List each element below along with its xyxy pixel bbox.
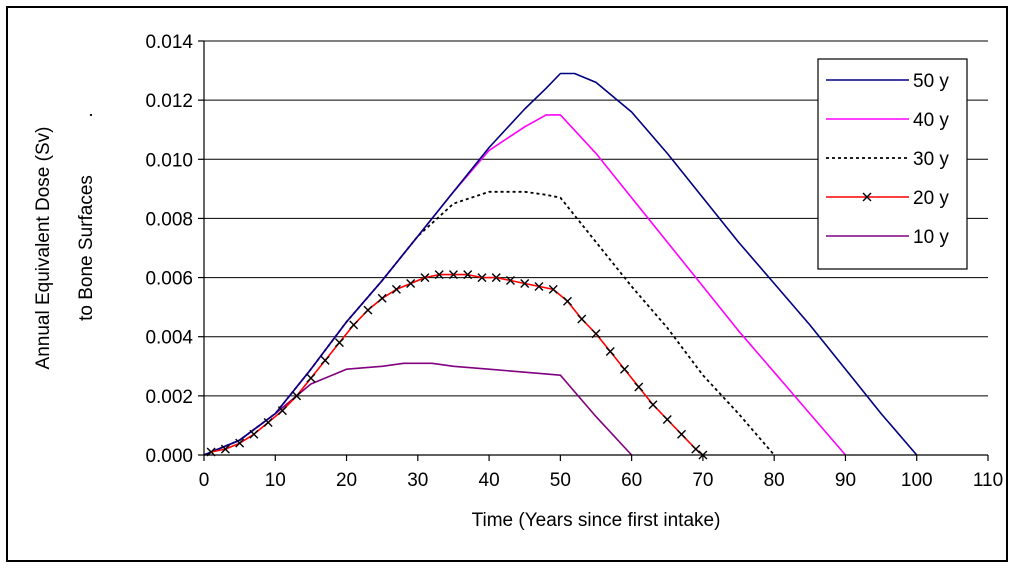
marker-x — [677, 429, 687, 439]
x-tick-label: 80 — [764, 470, 785, 491]
marker-x — [691, 444, 701, 454]
marker-x — [648, 400, 658, 410]
marker-x — [477, 273, 487, 283]
legend-label: 10 y — [913, 227, 949, 248]
x-tick-label: 100 — [901, 470, 933, 491]
marker-x — [448, 270, 458, 280]
marker-x — [263, 417, 273, 427]
x-tick-label: 0 — [199, 470, 210, 491]
legend-label: 30 y — [913, 149, 949, 170]
legend-label: 50 y — [913, 71, 949, 92]
x-tick-label: 90 — [835, 470, 856, 491]
marker-x — [505, 276, 515, 286]
x-tick-label: 10 — [265, 470, 286, 491]
marker-x — [349, 320, 359, 330]
y-tick-label: 0.006 — [145, 269, 193, 290]
marker-x — [434, 270, 444, 280]
legend: 50 y 40 y 30 y 20 y 10 y — [817, 58, 968, 270]
y-tick-label: 0.002 — [145, 387, 193, 408]
x-tick-label: 20 — [336, 470, 357, 491]
marker-x — [334, 338, 344, 348]
legend-item-40y: 40 y — [826, 110, 949, 131]
marker-x — [491, 273, 501, 283]
x-tick-label: 60 — [621, 470, 642, 491]
marker-x — [577, 314, 587, 324]
series-lines — [203, 72, 918, 460]
marker-x — [420, 273, 430, 283]
marker-x — [320, 355, 330, 365]
series-line-30y — [203, 190, 775, 456]
axes — [203, 41, 988, 456]
x-axis-ticks: 0 10 20 30 40 50 60 70 80 90 100 110 — [199, 455, 1003, 491]
legend-label: 20 y — [913, 188, 949, 209]
marker-x — [306, 373, 316, 383]
marker-x — [235, 438, 245, 448]
x-tick-label: 110 — [973, 470, 1003, 491]
marker-x — [292, 391, 302, 401]
marker-x — [605, 347, 615, 356]
marker-x — [406, 278, 416, 288]
legend-item-30y: 30 y — [826, 149, 949, 170]
x-tick-label: 50 — [550, 470, 571, 491]
x-axis-title: Time (Years since first intake) — [472, 510, 721, 531]
y-tick-label: 0.012 — [145, 91, 193, 112]
series-line-50y — [203, 72, 918, 456]
marker-x — [277, 406, 287, 416]
y-tick-label: 0.010 — [145, 150, 193, 171]
y-axis-title-dot: . — [76, 112, 97, 117]
marker-x — [463, 270, 473, 280]
marker-x — [620, 364, 630, 374]
marker-x — [662, 415, 672, 425]
marker-x — [249, 429, 259, 439]
y-axis-ticks: 0.000 0.002 0.004 0.006 0.008 0.010 0.012 0.014 — [145, 32, 204, 467]
marker-x — [363, 305, 373, 315]
y-tick-label: 0.000 — [145, 446, 193, 467]
marker-x — [520, 278, 530, 288]
legend-item-50y: 50 y — [826, 71, 949, 92]
legend-label: 40 y — [913, 110, 949, 131]
x-tick-label: 70 — [692, 470, 713, 491]
y-axis-title-line1: Annual Equivalent Dose (Sv) — [33, 127, 54, 370]
marker-x — [534, 281, 544, 291]
legend-item-10y: 10 y — [826, 227, 949, 248]
legend-item-20y: 20 y — [826, 188, 949, 209]
y-axis-title-line2: to Bone Surfaces — [76, 175, 97, 321]
marker-x — [377, 293, 387, 303]
marker-x — [220, 444, 230, 454]
y-tick-label: 0.008 — [145, 209, 193, 230]
y-tick-label: 0.014 — [145, 32, 193, 53]
marker-x — [591, 329, 601, 339]
series-line-10y — [203, 362, 633, 456]
marker-x — [562, 296, 572, 306]
marker-x — [548, 284, 558, 294]
x-tick-label: 40 — [479, 470, 500, 491]
legend-box — [817, 58, 968, 270]
x-tick-label: 30 — [407, 470, 428, 491]
y-tick-label: 0.004 — [145, 328, 193, 349]
marker-x — [391, 284, 401, 294]
marker-x — [634, 382, 644, 392]
